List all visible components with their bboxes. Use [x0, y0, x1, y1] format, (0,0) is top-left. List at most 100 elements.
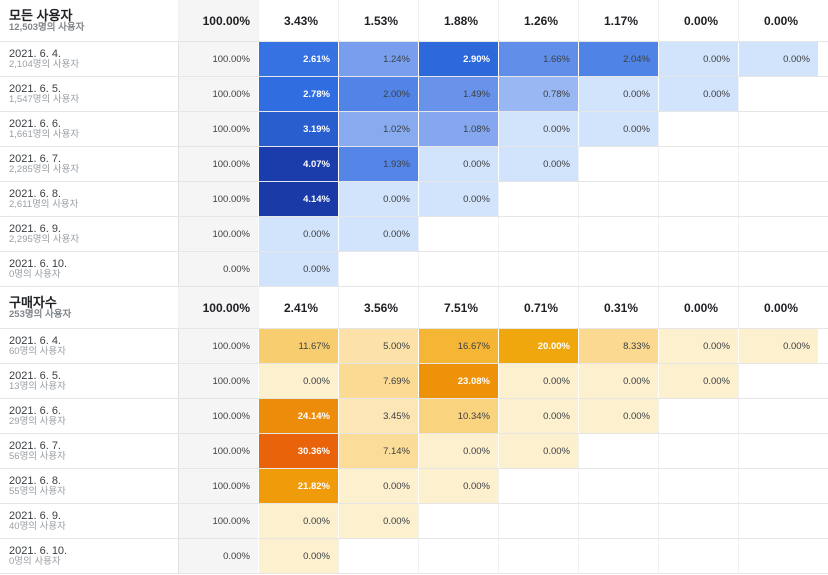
cohort-heat-cell[interactable]: 0.78%	[498, 77, 578, 111]
cohort-heat-cell[interactable]: 1.93%	[338, 147, 418, 181]
cohort-heat-cell[interactable]: 2.78%	[258, 77, 338, 111]
segment-total-cell[interactable]: 0.00%	[658, 287, 738, 328]
segment-total-cell[interactable]: 0.31%	[578, 287, 658, 328]
cohort-base-cell[interactable]: 100.00%	[178, 112, 258, 146]
cohort-heat-cell[interactable]: 1.08%	[418, 112, 498, 146]
empty-cell	[578, 182, 658, 216]
cohort-heat-cell[interactable]: 0.00%	[418, 434, 498, 468]
cohort-base-cell[interactable]: 100.00%	[178, 42, 258, 76]
cohort-heat-cell[interactable]: 0.00%	[578, 364, 658, 398]
cohort-label: 2021. 6. 7. 56명의 사용자	[0, 434, 178, 468]
cohort-base-cell[interactable]: 0.00%	[178, 539, 258, 573]
cohort-heat-cell[interactable]: 0.00%	[338, 504, 418, 538]
cohort-base-cell[interactable]: 100.00%	[178, 399, 258, 433]
segment-total-cell[interactable]: 1.88%	[418, 0, 498, 41]
cohort-heat-cell[interactable]: 1.66%	[498, 42, 578, 76]
cohort-user-count: 1,547명의 사용자	[9, 94, 80, 105]
cohort-heat-cell[interactable]: 5.00%	[338, 329, 418, 363]
cohort-heat-cell[interactable]: 3.19%	[258, 112, 338, 146]
cohort-heat-cell[interactable]: 0.00%	[658, 42, 738, 76]
cohort-heat-cell[interactable]: 0.00%	[658, 329, 738, 363]
cohort-heat-cell[interactable]: 0.00%	[258, 539, 338, 573]
cohort-user-count: 56명의 사용자	[9, 451, 66, 462]
cohort-heat-cell[interactable]: 4.14%	[258, 182, 338, 216]
cohort-heat-cell[interactable]: 7.69%	[338, 364, 418, 398]
cohort-heat-cell[interactable]: 8.33%	[578, 329, 658, 363]
segment-total-cell[interactable]: 1.53%	[338, 0, 418, 41]
segment-total-cell[interactable]: 100.00%	[178, 0, 258, 41]
cohort-heat-cell[interactable]: 30.36%	[258, 434, 338, 468]
cohort-base-cell[interactable]: 100.00%	[178, 77, 258, 111]
cohort-heat-cell[interactable]: 0.00%	[658, 77, 738, 111]
empty-cell	[578, 252, 658, 286]
empty-cell	[418, 539, 498, 573]
cohort-heat-cell[interactable]: 0.00%	[418, 182, 498, 216]
segment-total-cell[interactable]: 0.00%	[738, 0, 818, 41]
cohort-heat-cell[interactable]: 20.00%	[498, 329, 578, 363]
cohort-heat-cell[interactable]: 2.00%	[338, 77, 418, 111]
cohort-base-cell[interactable]: 100.00%	[178, 364, 258, 398]
cohort-heat-cell[interactable]: 24.14%	[258, 399, 338, 433]
cohort-heat-cell[interactable]: 2.61%	[258, 42, 338, 76]
cohort-heat-cell[interactable]: 0.00%	[578, 112, 658, 146]
cohort-heat-cell[interactable]: 2.04%	[578, 42, 658, 76]
cohort-heat-cell[interactable]: 1.24%	[338, 42, 418, 76]
cohort-heat-cell[interactable]: 0.00%	[258, 252, 338, 286]
cohort-base-cell[interactable]: 0.00%	[178, 252, 258, 286]
segment-total-cell[interactable]: 0.00%	[738, 287, 818, 328]
cohort-heat-cell[interactable]: 0.00%	[738, 329, 818, 363]
cohort-heat-cell[interactable]: 0.00%	[498, 112, 578, 146]
cohort-heat-cell[interactable]: 0.00%	[578, 399, 658, 433]
cohort-row: 2021. 6. 6. 1,661명의 사용자 100.00% 3.19% 1.02% 1…	[0, 112, 828, 147]
segment-total-cell[interactable]: 3.56%	[338, 287, 418, 328]
cohort-heat-cell[interactable]: 21.82%	[258, 469, 338, 503]
cohort-base-cell[interactable]: 100.00%	[178, 147, 258, 181]
cohort-heat-cell[interactable]: 0.00%	[578, 77, 658, 111]
empty-cell	[738, 469, 818, 503]
cohort-heat-cell[interactable]: 11.67%	[258, 329, 338, 363]
segment-total-cell[interactable]: 3.43%	[258, 0, 338, 41]
cohort-label: 2021. 6. 4. 60명의 사용자	[0, 329, 178, 363]
cohort-heat-cell[interactable]: 0.00%	[498, 147, 578, 181]
cohort-heat-cell[interactable]: 0.00%	[498, 364, 578, 398]
cohort-heat-cell[interactable]: 0.00%	[258, 217, 338, 251]
cohort-heat-cell[interactable]: 0.00%	[738, 42, 818, 76]
segment-total-cell[interactable]: 100.00%	[178, 287, 258, 328]
cohort-heat-cell[interactable]: 0.00%	[658, 364, 738, 398]
cohort-base-cell[interactable]: 100.00%	[178, 469, 258, 503]
cohort-base-cell[interactable]: 100.00%	[178, 504, 258, 538]
cohort-base-cell[interactable]: 100.00%	[178, 329, 258, 363]
cohort-base-cell[interactable]: 100.00%	[178, 182, 258, 216]
cohort-heat-cell[interactable]: 0.00%	[258, 504, 338, 538]
segment-total-cell[interactable]: 2.41%	[258, 287, 338, 328]
cohort-label: 2021. 6. 10. 0명의 사용자	[0, 539, 178, 573]
cohort-heat-cell[interactable]: 23.08%	[418, 364, 498, 398]
cohort-heat-cell[interactable]: 10.34%	[418, 399, 498, 433]
segment-total-cell[interactable]: 1.26%	[498, 0, 578, 41]
cohort-heat-cell[interactable]: 4.07%	[258, 147, 338, 181]
cohort-base-cell[interactable]: 100.00%	[178, 217, 258, 251]
empty-cell	[738, 399, 818, 433]
cohort-row: 2021. 6. 9. 40명의 사용자 100.00% 0.00% 0.00%	[0, 504, 828, 539]
cohort-heat-cell[interactable]: 3.45%	[338, 399, 418, 433]
cohort-base-cell[interactable]: 100.00%	[178, 434, 258, 468]
cohort-heat-cell[interactable]: 16.67%	[418, 329, 498, 363]
cohort-heat-cell[interactable]: 0.00%	[338, 469, 418, 503]
segment-total-cell[interactable]: 0.00%	[658, 0, 738, 41]
cohort-heat-cell[interactable]: 0.00%	[338, 182, 418, 216]
cohort-heat-cell[interactable]: 0.00%	[418, 147, 498, 181]
cohort-heat-cell[interactable]: 0.00%	[418, 469, 498, 503]
segment-total-cell[interactable]: 1.17%	[578, 0, 658, 41]
cohort-heat-cell[interactable]: 1.02%	[338, 112, 418, 146]
cohort-user-count: 0명의 사용자	[9, 556, 61, 567]
cohort-heat-cell[interactable]: 0.00%	[498, 434, 578, 468]
cohort-date: 2021. 6. 10.	[9, 258, 68, 270]
cohort-heat-cell[interactable]: 7.14%	[338, 434, 418, 468]
cohort-heat-cell[interactable]: 1.49%	[418, 77, 498, 111]
cohort-heat-cell[interactable]: 0.00%	[258, 364, 338, 398]
cohort-heat-cell[interactable]: 0.00%	[498, 399, 578, 433]
cohort-heat-cell[interactable]: 2.90%	[418, 42, 498, 76]
segment-total-cell[interactable]: 0.71%	[498, 287, 578, 328]
segment-total-cell[interactable]: 7.51%	[418, 287, 498, 328]
cohort-heat-cell[interactable]: 0.00%	[338, 217, 418, 251]
